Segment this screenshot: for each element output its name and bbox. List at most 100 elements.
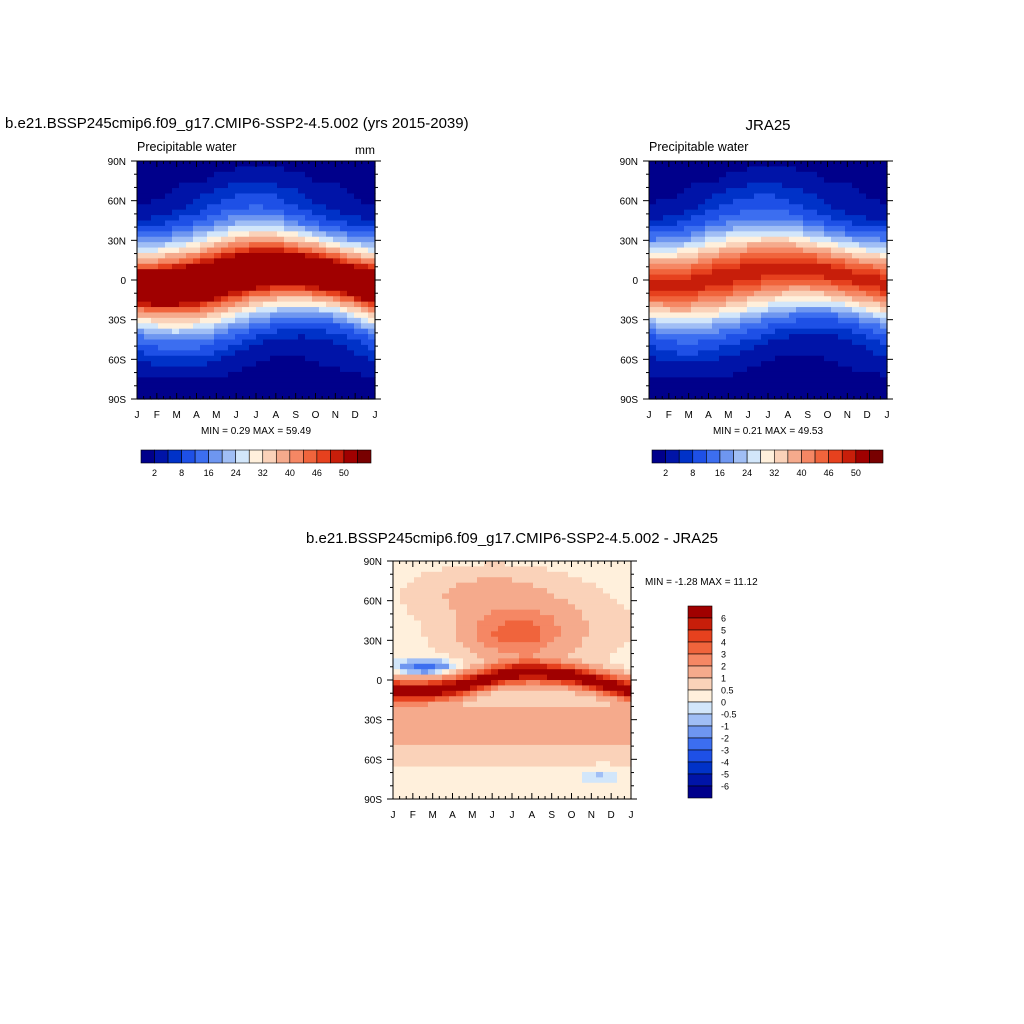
- x-tick-label: O: [824, 410, 832, 421]
- heatmap-cell: [428, 761, 436, 768]
- heatmap-cell: [838, 312, 846, 319]
- heatmap-cell: [498, 604, 506, 611]
- heatmap-cell: [656, 166, 664, 173]
- heatmap-cell: [810, 317, 818, 324]
- heatmap-cell: [649, 355, 657, 362]
- heatmap-cell: [256, 166, 264, 173]
- heatmap-cell: [824, 328, 832, 335]
- y-tick-label: 30S: [108, 316, 126, 327]
- heatmap-cell: [575, 652, 583, 659]
- heatmap-cell: [705, 171, 713, 178]
- heatmap-cell: [824, 171, 832, 178]
- heatmap-cell: [691, 204, 699, 211]
- heatmap-cell: [761, 263, 769, 270]
- heatmap-cell: [831, 161, 839, 168]
- heatmap-cell: [256, 263, 264, 270]
- heatmap-cell: [519, 680, 527, 687]
- heatmap-cell: [656, 258, 664, 265]
- heatmap-cell: [519, 696, 527, 703]
- heatmap-cell: [284, 236, 292, 243]
- heatmap-cell: [719, 274, 727, 281]
- heatmap-cell: [421, 685, 429, 692]
- heatmap-cell: [144, 236, 152, 243]
- heatmap-cell: [880, 274, 888, 281]
- heatmap-cell: [207, 215, 215, 222]
- heatmap-cell: [817, 388, 825, 395]
- heatmap-cell: [519, 631, 527, 638]
- heatmap-cell: [526, 723, 534, 730]
- heatmap-cell: [866, 366, 874, 373]
- heatmap-cell: [589, 658, 597, 665]
- heatmap-cell: [540, 598, 548, 605]
- heatmap-cell: [186, 328, 194, 335]
- heatmap-cell: [214, 350, 222, 357]
- heatmap-cell: [873, 182, 881, 189]
- heatmap-cell: [589, 771, 597, 778]
- heatmap-cell: [726, 242, 734, 249]
- heatmap-cell: [221, 344, 229, 351]
- heatmap-cell: [747, 280, 755, 287]
- heatmap-cell: [298, 285, 306, 292]
- heatmap-cell: [505, 761, 513, 768]
- heatmap-cell: [859, 285, 867, 292]
- heatmap-cell: [228, 258, 236, 265]
- heatmap-cell: [831, 182, 839, 189]
- heatmap-cell: [768, 371, 776, 378]
- heatmap-cell: [880, 269, 888, 276]
- heatmap-cell: [144, 377, 152, 384]
- heatmap-cell: [852, 290, 860, 297]
- heatmap-cell: [305, 361, 313, 368]
- heatmap-cell: [491, 761, 499, 768]
- heatmap-cell: [768, 258, 776, 265]
- heatmap-cell: [754, 231, 762, 238]
- heatmap-cell: [677, 242, 685, 249]
- heatmap-cell: [221, 236, 229, 243]
- heatmap-cell: [796, 312, 804, 319]
- heatmap-cell: [498, 777, 506, 784]
- heatmap-cell: [354, 307, 362, 314]
- heatmap-cell: [698, 328, 706, 335]
- heatmap-cell: [284, 161, 292, 168]
- heatmap-cell: [624, 647, 632, 654]
- heatmap-cell: [512, 755, 520, 762]
- heatmap-cell: [782, 334, 790, 341]
- y-tick-label: 90N: [364, 557, 382, 568]
- heatmap-cell: [589, 642, 597, 649]
- heatmap-cell: [172, 215, 180, 222]
- heatmap-cell: [512, 582, 520, 589]
- heatmap-cell: [421, 717, 429, 724]
- heatmap-cell: [810, 215, 818, 222]
- heatmap-cell: [368, 204, 376, 211]
- heatmap-cell: [291, 188, 299, 195]
- heatmap-cell: [719, 193, 727, 200]
- heatmap-cell: [477, 750, 485, 757]
- heatmap-cell: [768, 209, 776, 216]
- heatmap-cell: [596, 593, 604, 600]
- heatmap-cell: [575, 766, 583, 773]
- heatmap-cell: [340, 377, 348, 384]
- heatmap-cell: [428, 588, 436, 595]
- heatmap-cell: [719, 177, 727, 184]
- heatmap-cell: [617, 631, 625, 638]
- heatmap-cell: [291, 171, 299, 178]
- heatmap-cell: [561, 615, 569, 622]
- heatmap-cell: [610, 707, 618, 714]
- heatmap-cell: [414, 782, 422, 789]
- heatmap-cell: [803, 388, 811, 395]
- heatmap-cell: [463, 663, 471, 670]
- heatmap-cell: [235, 339, 243, 346]
- heatmap-cell: [421, 750, 429, 757]
- heatmap-cell: [684, 225, 692, 232]
- heatmap-cell: [463, 561, 471, 568]
- heatmap-cell: [561, 766, 569, 773]
- heatmap-cell: [298, 355, 306, 362]
- heatmap-cell: [277, 301, 285, 308]
- heatmap-cell: [533, 577, 541, 584]
- x-tick-label: J: [510, 810, 515, 821]
- heatmap-cell: [256, 301, 264, 308]
- heatmap-cell: [179, 236, 187, 243]
- heatmap-cell: [470, 577, 478, 584]
- heatmap-cell: [207, 182, 215, 189]
- heatmap-cell: [582, 577, 590, 584]
- heatmap-cell: [740, 215, 748, 222]
